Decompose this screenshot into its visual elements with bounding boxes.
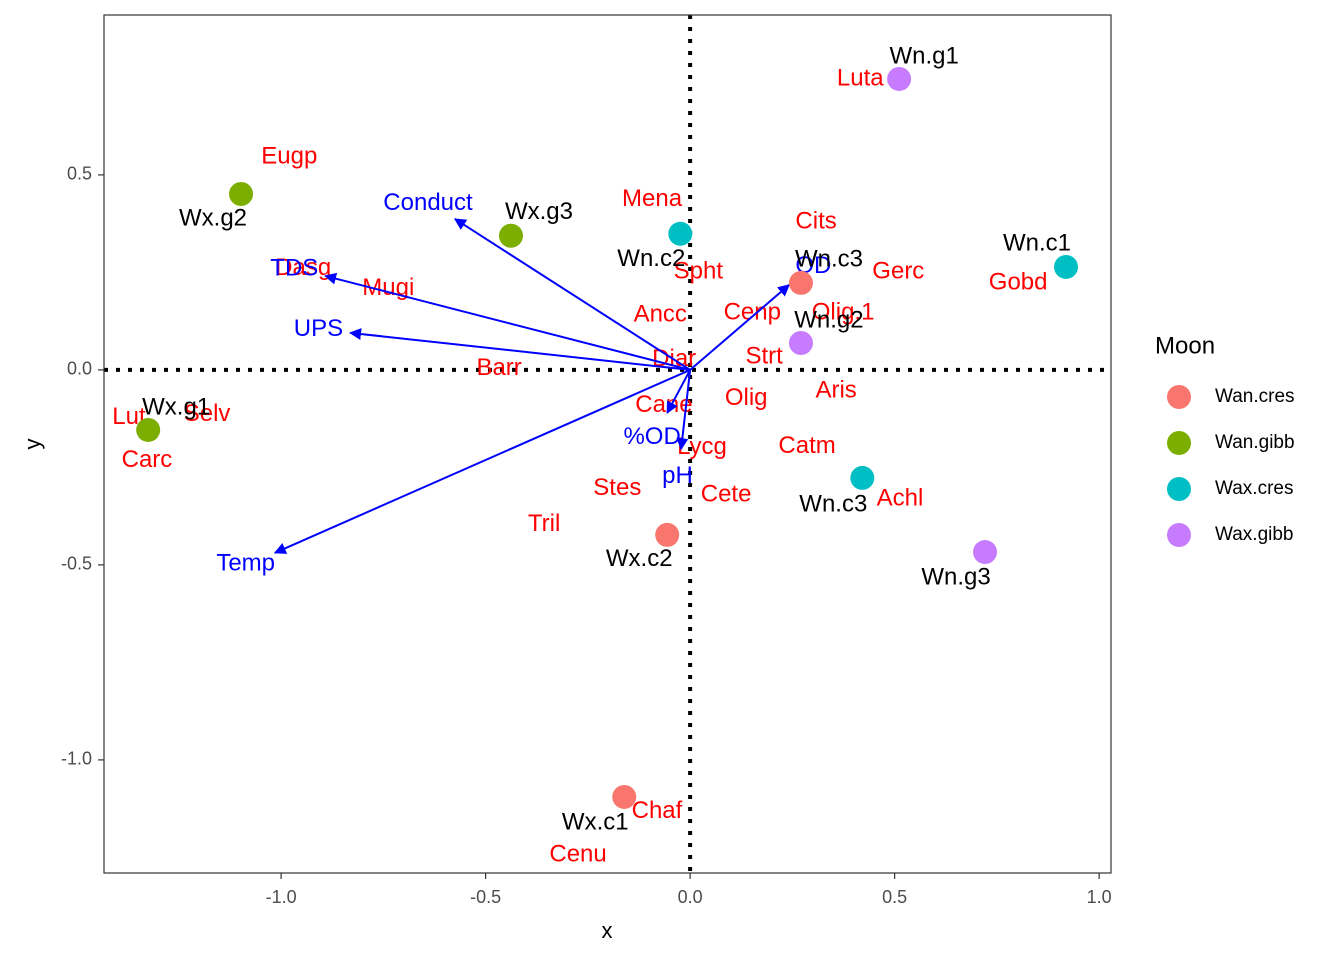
y-tick-label: 0.5 (67, 164, 92, 184)
panel-border (103, 14, 1112, 874)
site-label: Wn.c1 (1003, 229, 1071, 256)
point (229, 182, 254, 207)
species-label: Luta (837, 64, 884, 91)
x-axis-title: x (602, 918, 613, 943)
vector-arrow (349, 328, 691, 371)
vector-label: TDS (270, 254, 318, 281)
point (887, 66, 912, 91)
site-label: Wn.c2 (617, 245, 685, 272)
species-label: Selv (184, 400, 231, 427)
legend-label: Wax.gibb (1215, 524, 1294, 545)
species-label: Lycg (677, 433, 727, 460)
point (788, 270, 813, 295)
species-label: Olig (725, 384, 768, 411)
legend-label: Wan.cres (1215, 386, 1295, 407)
legend-title: Moon (1155, 332, 1215, 359)
point (1054, 254, 1079, 279)
species-label: Catm (778, 432, 835, 459)
species-label: Carc (122, 446, 173, 473)
site-label: Wx.g1 (142, 393, 210, 420)
legend-label: Wan.gibb (1215, 432, 1295, 453)
species-label: Dasg (275, 254, 331, 281)
x-tick-label: 1.0 (1087, 887, 1112, 907)
species-label: Cits (795, 207, 836, 234)
site-label: Wn.g1 (889, 42, 958, 69)
species-label: Chaf (632, 797, 683, 824)
y-tick-label: -1.0 (61, 749, 92, 769)
site-label: Wn.g2 (794, 306, 863, 333)
species-label: Cane (635, 391, 692, 418)
point (136, 417, 161, 442)
species-label: Stes (593, 474, 641, 501)
x-tick-label: -0.5 (470, 887, 501, 907)
vector-arrow (324, 272, 691, 371)
species-label: Ancc (634, 300, 687, 327)
point (655, 522, 680, 547)
species-label: Spht (674, 257, 724, 284)
species-label: Barr (476, 354, 521, 381)
species-label: Mena (622, 185, 683, 212)
y-tick-label: -0.5 (61, 554, 92, 574)
x-tick-label: -1.0 (266, 887, 297, 907)
site-label: Wn.c3 (795, 245, 863, 272)
legend-label: Wax.cres (1215, 478, 1293, 499)
point (498, 223, 523, 248)
vector-arrow (273, 368, 691, 554)
point (668, 221, 693, 246)
species-label: Strt (745, 342, 783, 369)
site-label: Wx.g2 (179, 204, 247, 231)
vector-arrow (689, 284, 791, 371)
site-label: Wn.c3 (799, 490, 867, 517)
vector-label: Conduct (383, 189, 473, 216)
species-label: Cete (701, 480, 752, 507)
point (973, 540, 998, 565)
species-label: Achl (877, 484, 924, 511)
site-label: Wx.c1 (562, 808, 629, 835)
vector-arrow (676, 369, 692, 451)
y-axis-title: y (20, 439, 45, 450)
point (850, 465, 875, 490)
legend-swatch (1167, 431, 1191, 455)
vector-label: pH (662, 462, 693, 489)
vector-label: Temp (216, 549, 275, 576)
vector-label: %OD (623, 423, 680, 450)
legend-swatch (1167, 523, 1191, 547)
species-label: Cenp (724, 298, 781, 325)
y-tick-label: 0.0 (67, 359, 92, 379)
site-label: Wn.g3 (921, 563, 990, 590)
point (788, 330, 813, 355)
site-label: Wx.g3 (505, 198, 573, 225)
vector-arrow (453, 218, 691, 371)
species-label: Aris (815, 376, 856, 403)
x-tick-label: 0.0 (678, 887, 703, 907)
legend-swatch (1167, 385, 1191, 409)
site-label: Wx.c2 (606, 545, 673, 572)
species-label: Cenu (549, 840, 606, 867)
species-label: Eugp (261, 142, 317, 169)
species-label: Gobd (989, 268, 1048, 295)
vector-label: UPS (294, 315, 343, 342)
species-label: Gerc (872, 257, 924, 284)
legend-swatch (1167, 477, 1191, 501)
point (612, 784, 637, 809)
species-label: Olig.1 (812, 298, 875, 325)
vector-arrow (666, 369, 692, 414)
x-tick-label: 0.5 (882, 887, 907, 907)
species-label: Tril (528, 510, 560, 537)
